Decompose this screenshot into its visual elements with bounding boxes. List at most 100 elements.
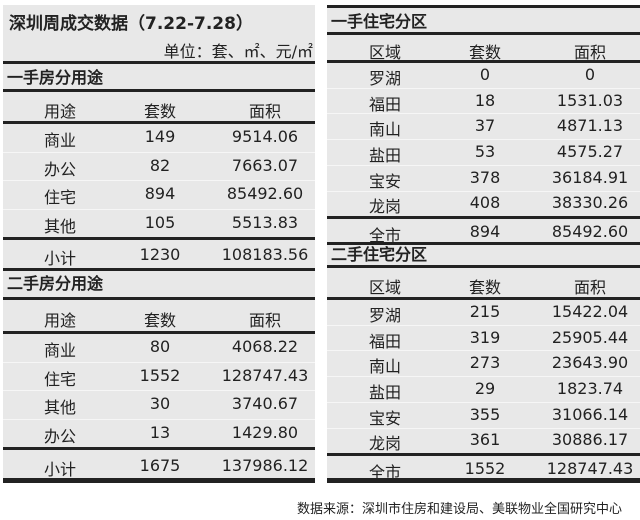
table-row-cell: 18: [474, 90, 496, 110]
table-row-cell: 25905.44: [551, 327, 629, 347]
row-separator: [3, 418, 315, 420]
table-row-cell: 罗湖: [368, 305, 401, 325]
total-row-cell: 全市: [368, 225, 401, 245]
table-row-cell: 80: [149, 337, 171, 357]
section-title: 一手房分用途: [7, 68, 104, 87]
table-row-cell: 23643.90: [551, 353, 629, 373]
column-header-cell: 面积: [248, 101, 281, 121]
table-row-cell: 355: [469, 404, 501, 424]
table-row-cell: 894: [144, 184, 176, 204]
column-header-cell: 区域: [368, 277, 401, 297]
table-row-cell: 7663.07: [231, 155, 299, 175]
divider: [3, 297, 315, 300]
divider: [3, 447, 315, 450]
section-title: 一手住宅分区: [331, 12, 428, 31]
divider: [3, 331, 315, 334]
section-title: 二手房分用途: [7, 274, 104, 293]
table-row-cell: 273: [469, 353, 501, 373]
table-row-cell: 1552: [139, 365, 181, 385]
total-row-cell: 小计: [43, 249, 76, 268]
table-row-cell: 商业: [43, 131, 76, 151]
table-row-cell: 宝安: [368, 408, 401, 428]
table-row-cell: 盐田: [368, 382, 401, 402]
table-row-cell: 105: [144, 212, 176, 232]
table-row-cell: 128747.43: [221, 365, 309, 385]
total-row-cell: 全市: [368, 463, 401, 483]
divider: [3, 268, 315, 271]
table-row-cell: 15422.04: [551, 301, 629, 321]
table-row-cell: 办公: [43, 426, 76, 446]
table-row-cell: 福田: [368, 331, 401, 351]
total-row-cell: 894: [469, 221, 501, 241]
divider: [327, 453, 640, 457]
table-row-cell: 宝安: [368, 171, 401, 191]
right-panel: 一手住宅分区 区域 套数 面积 罗湖 0 0 福田 18 1531.03 南山 37 4871.13 盐田…: [327, 5, 640, 484]
divider: [327, 60, 640, 63]
row-separator: [327, 164, 640, 166]
row-separator: [327, 427, 640, 429]
table-row-cell: 商业: [43, 341, 76, 361]
section-title: 二手住宅分区: [331, 245, 428, 264]
column-header-cell: 套数: [143, 310, 176, 330]
column-header-cell: 面积: [573, 277, 606, 297]
column-header-cell: 用途: [43, 310, 76, 330]
table-row-cell: 408: [469, 193, 501, 213]
table-row-cell: 30886.17: [551, 430, 629, 450]
table-row-cell: 龙岗: [368, 197, 401, 217]
table-row-cell: 9514.06: [231, 127, 299, 147]
divider: [327, 5, 640, 8]
divider: [327, 242, 640, 246]
total-row-cell: 1230: [139, 245, 181, 264]
table-row-cell: 罗湖: [368, 68, 401, 88]
total-row-cell: 1552: [464, 459, 506, 479]
table-row-cell: 13: [149, 422, 171, 442]
table-row-cell: 4575.27: [556, 141, 624, 161]
total-row-cell: 108183.56: [221, 245, 309, 264]
total-row-cell: 小计: [43, 460, 76, 479]
table-row-cell: 4871.13: [556, 116, 624, 136]
table-row-cell: 盐田: [368, 145, 401, 165]
unit-label: 单位：套、㎡、元/㎡: [163, 42, 313, 61]
table-row-cell: 龙岗: [368, 434, 401, 454]
row-separator: [327, 190, 640, 192]
row-separator: [327, 87, 640, 89]
row-separator: [3, 208, 315, 210]
table-row-cell: 其他: [43, 398, 76, 418]
divider: [3, 89, 315, 92]
table-row-cell: 其他: [43, 216, 76, 236]
table-row-cell: 53: [474, 141, 496, 161]
column-header-cell: 套数: [468, 277, 501, 297]
table-row-cell: 30: [149, 394, 171, 414]
table-row-cell: 37: [474, 116, 496, 136]
total-row-cell: 128747.43: [546, 459, 634, 479]
row-separator: [327, 350, 640, 352]
column-header-cell: 用途: [43, 101, 76, 121]
total-row-cell: 85492.60: [551, 221, 629, 241]
row-separator: [327, 324, 640, 326]
table-row-cell: 215: [469, 301, 501, 321]
divider: [327, 480, 640, 484]
row-separator: [327, 139, 640, 141]
row-separator: [3, 361, 315, 363]
table-row-cell: 38330.26: [551, 193, 629, 213]
table-row-cell: 0: [479, 64, 491, 84]
row-separator: [327, 113, 640, 115]
table-row-cell: 36184.91: [551, 167, 629, 187]
table-row-cell: 福田: [368, 94, 401, 114]
divider: [327, 32, 640, 35]
table-row-cell: 29: [474, 378, 496, 398]
table-row-cell: 31066.14: [551, 404, 629, 424]
page-title: 深圳周成交数据（7.22-7.28）: [9, 14, 253, 34]
column-header-cell: 面积: [248, 310, 281, 330]
divider: [3, 61, 315, 64]
column-header-cell: 套数: [468, 42, 501, 62]
table-row-cell: 5513.83: [231, 212, 299, 232]
divider: [3, 480, 315, 483]
row-separator: [327, 401, 640, 403]
total-row-cell: 137986.12: [221, 456, 309, 475]
column-header-cell: 套数: [143, 101, 176, 121]
divider: [3, 121, 315, 124]
table-row-cell: 319: [469, 327, 501, 347]
row-separator: [3, 180, 315, 181]
row-separator: [3, 151, 315, 153]
